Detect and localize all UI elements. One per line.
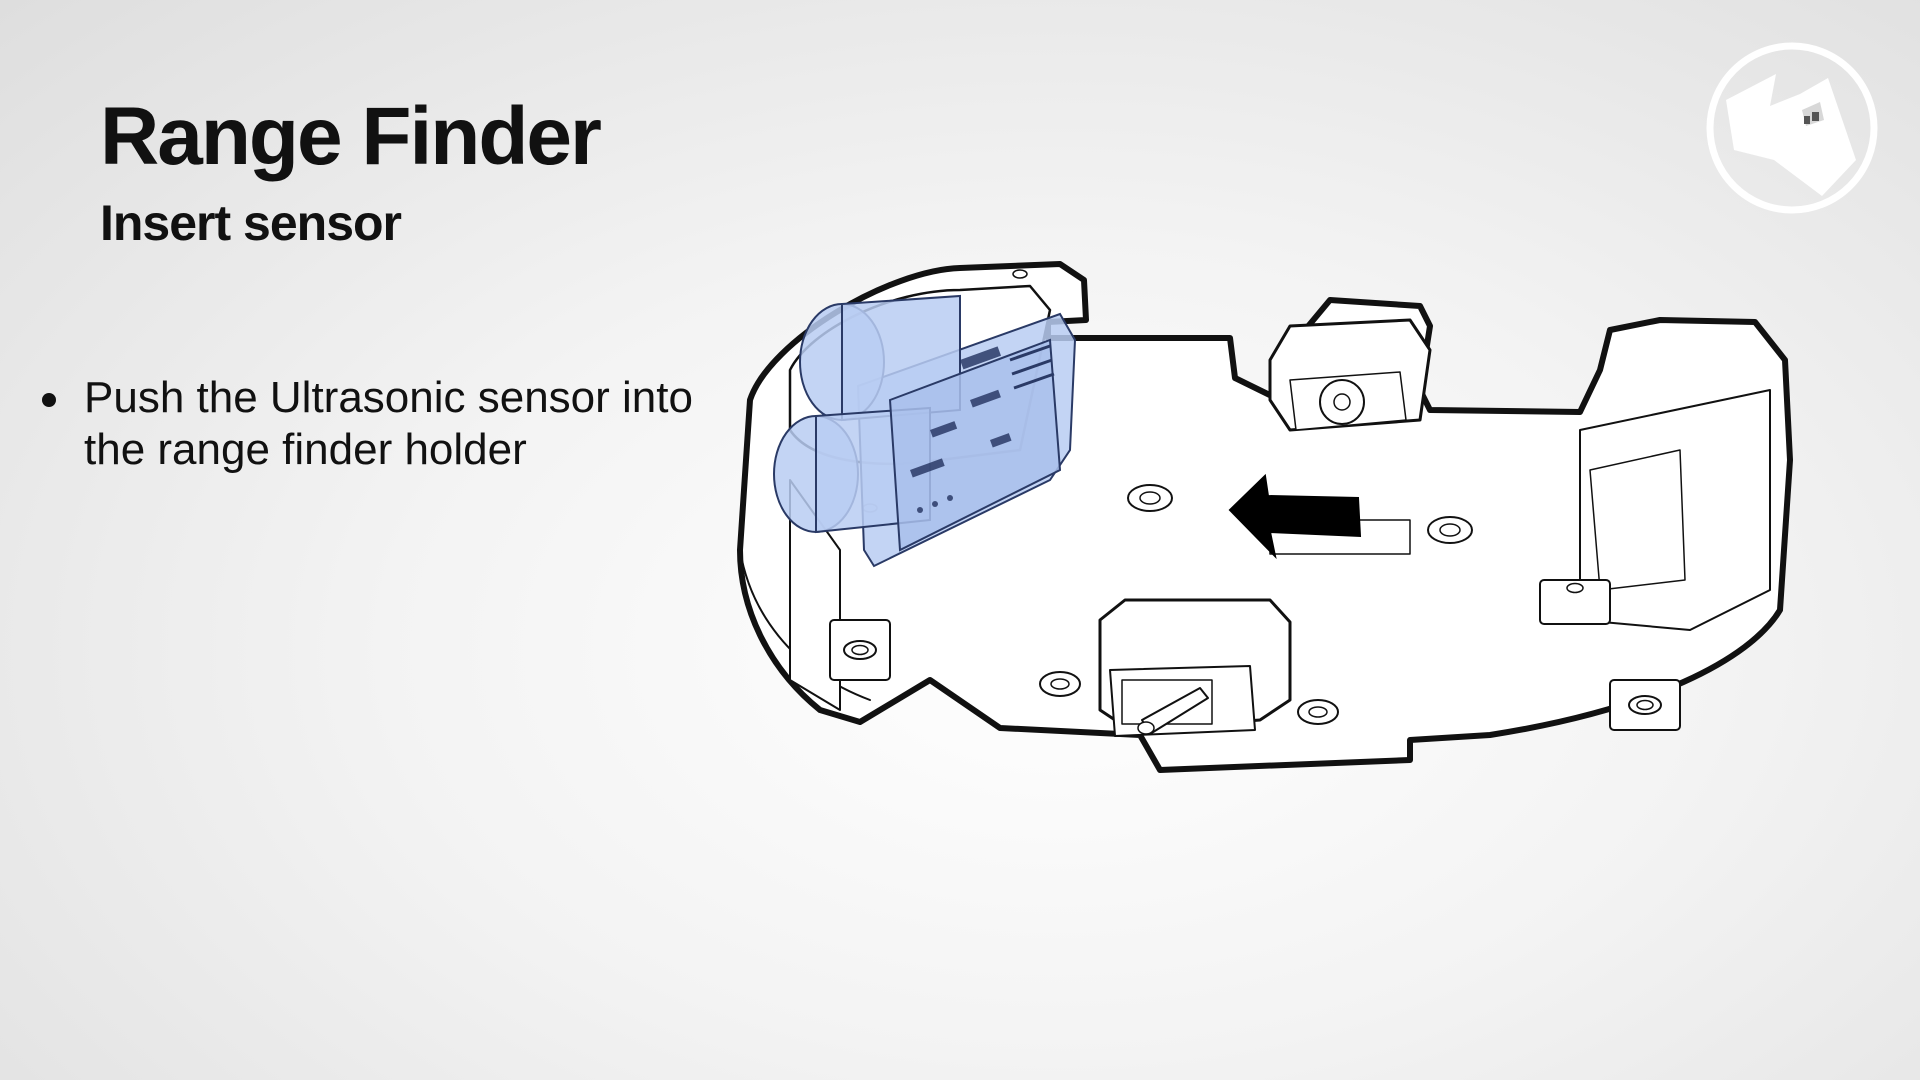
robot-face-logo-icon xyxy=(1706,42,1878,214)
robot-chassis-diagram xyxy=(737,261,1793,773)
ultrasonic-sensor xyxy=(773,294,1077,568)
bullet-text: Push the Ultrasonic sensor into the rang… xyxy=(84,373,693,474)
bullet-dot-icon xyxy=(42,393,56,407)
bullet-list: Push the Ultrasonic sensor into the rang… xyxy=(38,372,718,476)
bullet-item: Push the Ultrasonic sensor into the rang… xyxy=(38,372,718,476)
slide-title: Range Finder xyxy=(100,91,602,182)
slide-subtitle: Insert sensor xyxy=(100,195,402,251)
insert-direction-arrow-icon xyxy=(1228,473,1362,560)
